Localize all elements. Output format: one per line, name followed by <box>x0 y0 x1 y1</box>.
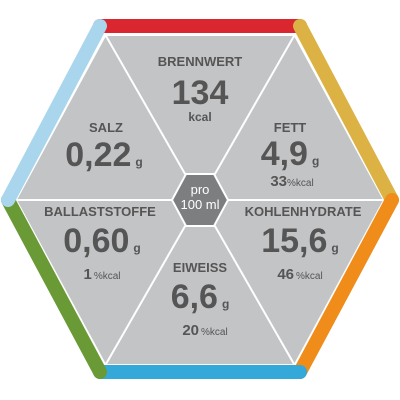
segment-value: 6,6 <box>171 278 218 316</box>
border-edge <box>1 19 107 207</box>
segment-percent-unit: %kcal <box>287 178 314 189</box>
segment-percent: 1 <box>83 266 91 283</box>
segment-value-line: 0,22 g <box>65 136 143 174</box>
segment-value: 4,9 <box>261 135 308 173</box>
segment-name: KOHLENHYDRATE <box>245 204 362 219</box>
segment-name: EIWEISS <box>173 260 228 275</box>
segment-name: BALLASTSTOFFE <box>44 204 156 219</box>
segment-unit: g <box>222 297 229 311</box>
segment-percent-line: 46 %kcal <box>277 266 322 283</box>
segment-unit: kcal <box>188 110 211 124</box>
center-text: 100 ml <box>180 197 219 212</box>
segment-name: FETT <box>274 120 307 135</box>
segment-value-line: 4,9 g <box>261 135 320 173</box>
segment-percent-line: 1 %kcal <box>83 266 120 283</box>
segment-unit: g <box>312 154 319 168</box>
segment-value: 0,60 <box>63 222 129 260</box>
border-edge <box>1 193 107 379</box>
segment-percent-line: 20 %kcal <box>182 322 227 339</box>
segment-value-line: 0,60 g <box>63 222 141 260</box>
segment-name: SALZ <box>89 120 123 135</box>
segment-percent-unit: %kcal <box>296 271 323 282</box>
segment-value: 0,22 <box>65 136 131 174</box>
segment-value: 15,6 <box>261 222 327 260</box>
divider <box>199 35 295 201</box>
segment-unit: g <box>133 241 140 255</box>
segment-percent: 46 <box>277 266 294 283</box>
divider <box>105 35 201 201</box>
segment-value-line: 15,6 g <box>261 222 339 260</box>
center-text: pro <box>191 182 210 197</box>
segment-percent-unit: %kcal <box>201 327 228 338</box>
border-edge <box>293 193 399 379</box>
segment-unit: g <box>135 155 142 169</box>
center-badge <box>170 173 230 227</box>
segment-value: 134 <box>172 74 229 112</box>
segment-unit: g <box>331 241 338 255</box>
segment-percent-line: 33%kcal <box>270 173 313 190</box>
segment-percent-unit: %kcal <box>94 271 121 282</box>
segment-value-line: 6,6 g <box>171 278 230 316</box>
dividers <box>17 35 383 365</box>
divider <box>105 199 201 365</box>
segment-percent: 20 <box>182 322 199 339</box>
segment-name: BRENNWERT <box>158 54 243 69</box>
colored-border <box>1 19 399 379</box>
border-edge <box>293 19 399 207</box>
segment-percent: 33 <box>270 173 287 190</box>
divider <box>199 199 295 365</box>
